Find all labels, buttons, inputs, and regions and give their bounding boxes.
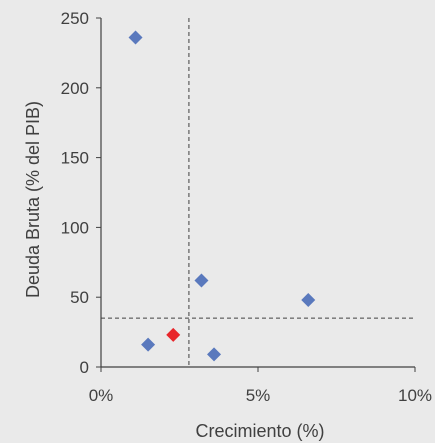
axes [100,18,415,368]
data-point [207,347,222,362]
y-tick-label: 0 [80,358,89,377]
y-tick-label: 50 [70,288,89,307]
x-tick-label: 0% [89,386,114,405]
x-axis-title: Crecimiento (%) [195,421,324,441]
data-point [194,273,209,288]
data-point [128,30,143,45]
y-axis-title: Deuda Bruta (% del PIB) [23,101,43,298]
data-point [301,292,316,307]
y-tick-label: 200 [61,79,89,98]
y-tick-label: 250 [61,9,89,28]
y-axis-ticks: 0 50 100 150 200 250 [61,9,101,377]
x-tick-label: 5% [246,386,271,405]
y-tick-label: 150 [61,149,89,168]
y-tick-label: 100 [61,218,89,237]
x-tick-label: 10% [398,386,432,405]
reference-lines [101,18,415,367]
data-point [141,337,156,352]
data-point [166,327,181,342]
x-axis-ticks: 0% 5% 10% [89,367,432,405]
data-points [128,30,316,362]
